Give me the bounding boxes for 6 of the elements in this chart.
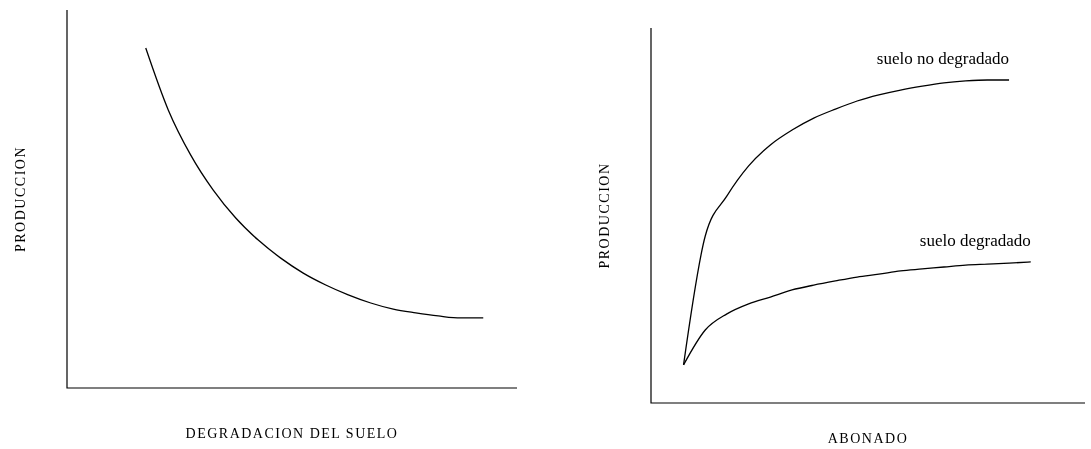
- series-label: suelo degradado: [919, 230, 1031, 250]
- y-axis-title: PRODUCCION: [597, 162, 613, 269]
- series-label: suelo no degradado: [876, 49, 1010, 68]
- y-axis-title: PRODUCCION: [13, 145, 29, 253]
- x-axis-title: DEGRADACION DEL SUELO: [185, 426, 399, 441]
- x-axis-title: ABONADO: [827, 431, 909, 446]
